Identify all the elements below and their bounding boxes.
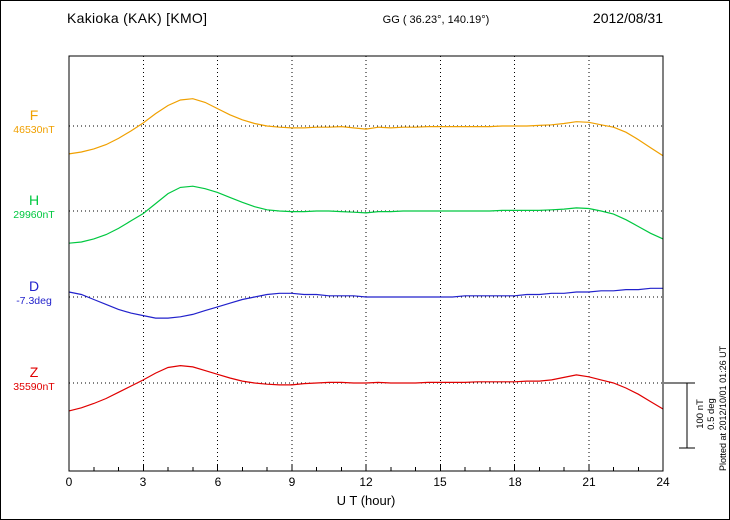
scale-bar-label: 100 nT 0.5 deg	[695, 377, 717, 451]
x-tick-18: 18	[508, 475, 522, 489]
series-F-line	[68, 98, 664, 157]
x-tick-15: 15	[433, 475, 447, 489]
x-tick-3: 3	[139, 475, 147, 489]
plot-frame	[68, 55, 664, 472]
series-label-F: F 46530nT	[5, 107, 63, 137]
scale-bar-deg-label: 0.5 deg	[706, 398, 717, 430]
series-label-Z: Z 35590nT	[5, 364, 63, 394]
series-label-H: H 29960nT	[5, 192, 63, 222]
x-tick-21: 21	[582, 475, 596, 489]
series-baseline-H: 29960nT	[13, 209, 55, 221]
series-letter-H: H	[28, 192, 40, 208]
station-title: Kakioka (KAK) [KMO]	[67, 10, 208, 26]
series-letter-Z: Z	[29, 364, 39, 380]
x-tick-6: 6	[214, 475, 222, 489]
x-tick-9: 9	[288, 475, 296, 489]
series-H-line	[68, 185, 664, 244]
series-baseline-Z: 35590nT	[13, 381, 55, 393]
series-baseline-F: 46530nT	[13, 124, 55, 136]
plotted-at-note: Plotted at 2012/10/01 01:26 UT	[718, 345, 728, 471]
series-Z-line	[68, 364, 664, 412]
series-letter-F: F	[29, 107, 39, 123]
plot-date: 2012/08/31	[592, 10, 663, 26]
series-label-D: D -7.3deg	[5, 278, 63, 308]
geographic-coords: GG ( 36.23°, 140.19°)	[382, 14, 490, 26]
series-baseline-D: -7.3deg	[16, 295, 52, 307]
series-D-line	[68, 287, 663, 319]
x-tick-0: 0	[65, 475, 73, 489]
scale-bar-nt-label: 100 nT	[695, 399, 706, 429]
x-axis-label: U T (hour)	[336, 493, 396, 508]
x-tick-12: 12	[359, 475, 373, 489]
x-tick-24: 24	[656, 475, 670, 489]
series-letter-D: D	[28, 278, 40, 294]
